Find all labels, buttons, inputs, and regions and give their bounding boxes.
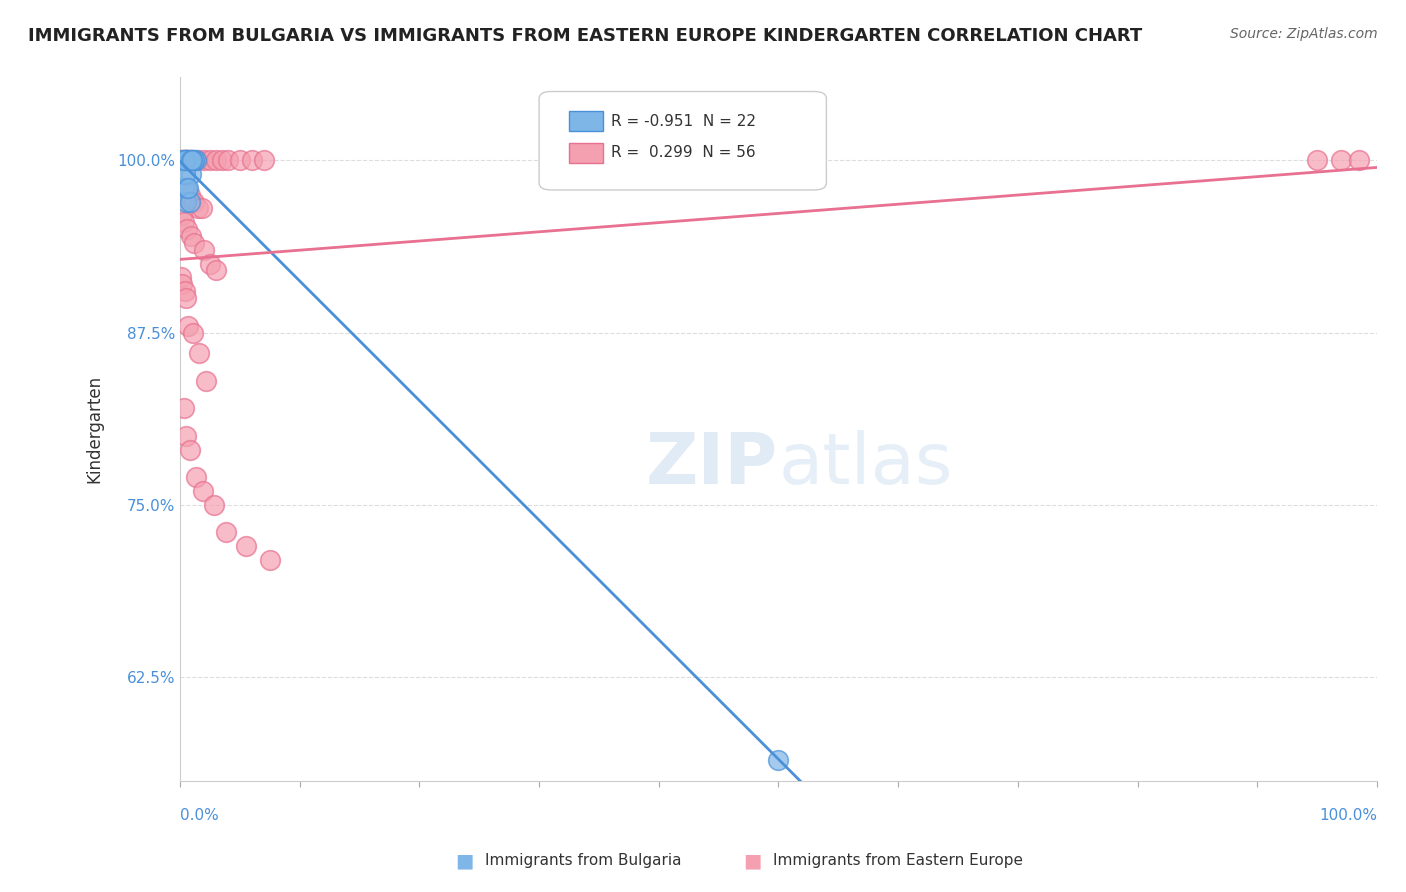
Point xyxy=(198,257,221,271)
Point xyxy=(174,429,197,443)
Point xyxy=(1306,153,1329,168)
Text: 0.0%: 0.0% xyxy=(180,808,219,823)
Text: ZIP: ZIP xyxy=(647,430,779,499)
Point xyxy=(181,153,204,168)
Text: Source: ZipAtlas.com: Source: ZipAtlas.com xyxy=(1230,27,1378,41)
Y-axis label: Kindergarten: Kindergarten xyxy=(86,375,103,483)
Point xyxy=(184,470,207,484)
Bar xyxy=(569,143,603,162)
Point xyxy=(187,202,209,216)
Point xyxy=(181,194,204,209)
Point xyxy=(180,153,202,168)
Point xyxy=(173,153,195,168)
Point xyxy=(183,235,205,250)
Point xyxy=(177,153,200,168)
Point xyxy=(198,153,221,168)
Point xyxy=(177,318,200,333)
Point xyxy=(172,208,194,222)
Point xyxy=(172,153,194,168)
Point xyxy=(173,215,195,229)
Point xyxy=(172,153,194,168)
FancyBboxPatch shape xyxy=(538,92,827,190)
Point xyxy=(173,153,195,168)
Point xyxy=(180,167,202,181)
Point xyxy=(179,153,201,168)
Point xyxy=(176,187,198,202)
Point xyxy=(235,539,257,553)
Point xyxy=(173,401,195,416)
Point xyxy=(170,153,193,168)
Point xyxy=(180,153,202,168)
Text: ■: ■ xyxy=(454,851,474,871)
Point xyxy=(195,374,218,388)
Point xyxy=(170,270,193,285)
Text: 100.0%: 100.0% xyxy=(1319,808,1376,823)
Point xyxy=(174,153,197,168)
Point xyxy=(179,153,201,168)
Point xyxy=(174,291,197,305)
Point xyxy=(174,180,197,194)
Point xyxy=(229,153,252,168)
Point xyxy=(184,153,207,168)
Point xyxy=(240,153,263,168)
Point xyxy=(174,153,197,168)
Text: Immigrants from Eastern Europe: Immigrants from Eastern Europe xyxy=(773,854,1024,868)
Point xyxy=(173,284,195,298)
Point xyxy=(173,180,195,194)
Point xyxy=(202,498,225,512)
Point xyxy=(193,153,215,168)
Point xyxy=(187,153,209,168)
Point xyxy=(211,153,233,168)
Point xyxy=(183,194,205,209)
Point xyxy=(768,753,790,767)
Point xyxy=(205,153,228,168)
Point xyxy=(174,153,197,168)
Point xyxy=(179,194,201,209)
Point xyxy=(180,229,202,244)
Point xyxy=(1330,153,1353,168)
Point xyxy=(173,153,195,168)
Bar xyxy=(569,112,603,131)
Point xyxy=(173,180,195,194)
Point xyxy=(191,484,214,499)
Point xyxy=(183,153,205,168)
Point xyxy=(179,187,201,202)
Point xyxy=(177,180,200,194)
Point xyxy=(181,153,204,168)
Text: R = -0.951  N = 22: R = -0.951 N = 22 xyxy=(612,113,756,128)
Point xyxy=(259,553,281,567)
Point xyxy=(173,153,195,168)
Point xyxy=(188,346,211,360)
Point xyxy=(173,153,195,168)
Point xyxy=(177,153,200,168)
Point xyxy=(173,180,195,194)
Point xyxy=(1348,153,1371,168)
Point xyxy=(176,153,198,168)
Point xyxy=(181,326,204,340)
Point xyxy=(217,153,239,168)
Point xyxy=(205,263,228,277)
Text: R =  0.299  N = 56: R = 0.299 N = 56 xyxy=(612,145,755,161)
Text: IMMIGRANTS FROM BULGARIA VS IMMIGRANTS FROM EASTERN EUROPE KINDERGARTEN CORRELAT: IMMIGRANTS FROM BULGARIA VS IMMIGRANTS F… xyxy=(28,27,1142,45)
Point xyxy=(174,194,197,209)
Point xyxy=(173,167,195,181)
Point xyxy=(214,525,236,540)
Point xyxy=(253,153,276,168)
Point xyxy=(176,153,198,168)
Text: Immigrants from Bulgaria: Immigrants from Bulgaria xyxy=(485,854,682,868)
Text: atlas: atlas xyxy=(779,430,953,499)
Point xyxy=(193,243,215,257)
Point xyxy=(190,202,212,216)
Point xyxy=(179,442,201,457)
Point xyxy=(181,153,204,168)
Text: ■: ■ xyxy=(742,851,762,871)
Point xyxy=(176,180,198,194)
Point xyxy=(176,222,198,236)
Point xyxy=(172,277,194,292)
